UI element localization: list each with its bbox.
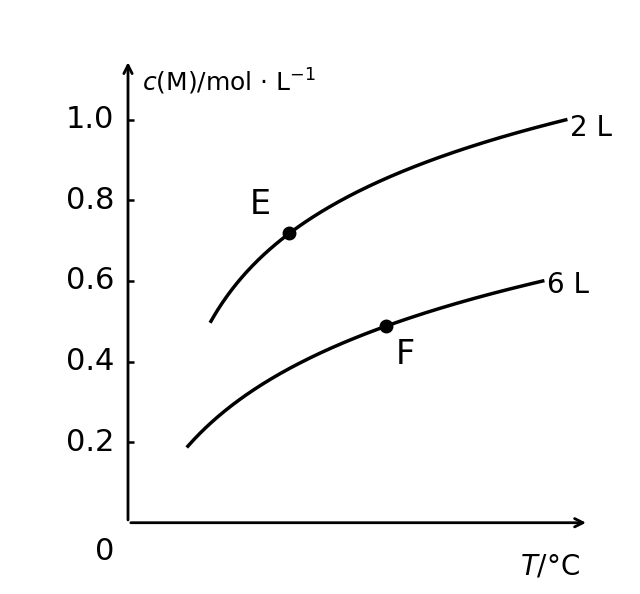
Text: 0.8: 0.8 (66, 186, 114, 215)
Text: F: F (396, 338, 415, 371)
Text: $T$/°C: $T$/°C (520, 553, 580, 581)
Text: 1.0: 1.0 (66, 105, 114, 134)
Text: 2 L: 2 L (570, 114, 612, 142)
Text: 6 L: 6 L (547, 271, 589, 299)
Text: $c$(M)/mol $\cdot$ L$^{-1}$: $c$(M)/mol $\cdot$ L$^{-1}$ (142, 67, 316, 97)
Text: E: E (250, 188, 271, 222)
Text: 0.2: 0.2 (66, 428, 114, 457)
Text: 0.4: 0.4 (66, 347, 114, 376)
Text: 0: 0 (95, 537, 114, 566)
Text: 0.6: 0.6 (66, 267, 114, 295)
